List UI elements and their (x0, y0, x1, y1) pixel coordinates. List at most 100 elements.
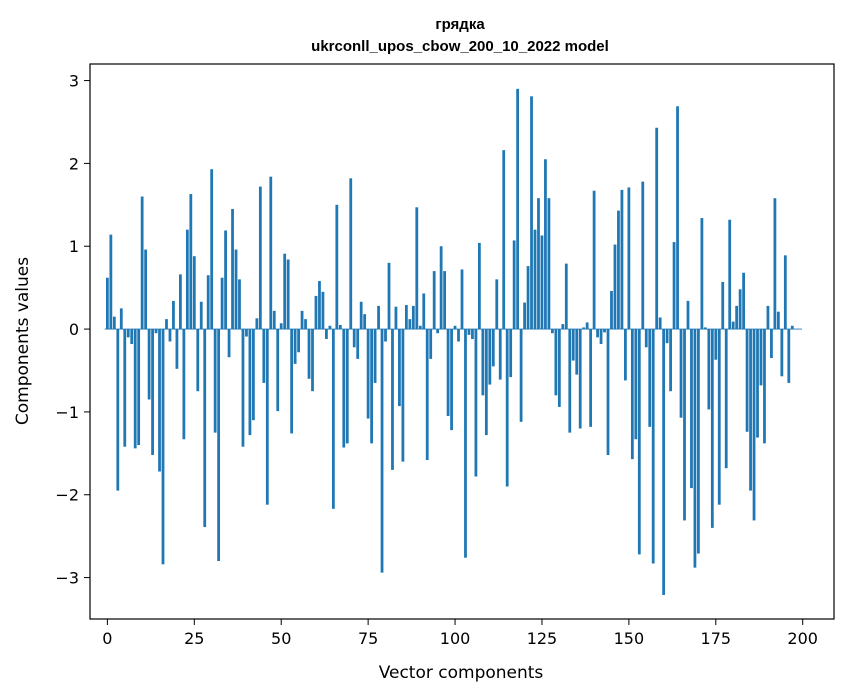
bar (651, 329, 655, 564)
bar (453, 325, 457, 330)
bar (269, 176, 273, 330)
bar (279, 323, 283, 330)
y-tick-label: 3 (69, 72, 79, 91)
bar (773, 198, 777, 330)
bar (690, 329, 693, 489)
bar (262, 329, 266, 383)
bar (411, 305, 415, 330)
bar (658, 317, 662, 330)
bar (258, 186, 262, 330)
bar (425, 329, 429, 460)
bar (672, 242, 676, 330)
bar (293, 329, 297, 364)
x-tick-label: 0 (102, 629, 112, 648)
x-tick-label: 200 (787, 629, 818, 648)
bar (679, 329, 683, 418)
bar (165, 319, 168, 330)
bar (342, 329, 346, 448)
bar (401, 329, 405, 462)
bar (596, 329, 599, 338)
bar (630, 329, 634, 460)
bar (676, 106, 679, 330)
bar (130, 329, 134, 344)
bar (335, 204, 339, 330)
bar (603, 329, 606, 333)
bar (140, 196, 144, 330)
bar (415, 207, 419, 330)
bar (370, 329, 373, 444)
bar (585, 322, 589, 330)
bar (224, 230, 227, 330)
bar (418, 325, 422, 330)
bar (391, 329, 394, 470)
bar (738, 289, 742, 330)
y-tick-label: 1 (69, 237, 79, 256)
bar (728, 219, 732, 330)
bar (557, 329, 561, 407)
bar (408, 319, 412, 330)
y-tick-label: −3 (55, 569, 79, 588)
bar (564, 263, 568, 330)
bar (606, 329, 610, 455)
bar (245, 329, 248, 337)
bar (439, 246, 443, 330)
bar (168, 329, 172, 342)
bar (745, 329, 749, 432)
bar (161, 329, 165, 565)
bar (766, 305, 770, 330)
bar (502, 150, 506, 330)
bar (314, 295, 318, 330)
bar (498, 329, 502, 380)
bar (109, 234, 113, 330)
bar (432, 271, 436, 330)
bar (384, 329, 387, 342)
bar (724, 329, 728, 469)
bar (551, 329, 554, 334)
bar (669, 329, 672, 392)
bar (464, 329, 467, 558)
bar (599, 329, 603, 344)
bar (641, 181, 645, 330)
bar (429, 329, 433, 359)
bar (272, 310, 276, 330)
bar (283, 253, 287, 330)
bar (505, 329, 509, 487)
bar (286, 259, 290, 330)
bar (533, 229, 537, 330)
bar (735, 305, 739, 330)
bar (516, 88, 520, 330)
bar (627, 187, 631, 330)
bar (404, 305, 408, 330)
bar (530, 96, 533, 330)
bar (380, 329, 384, 573)
chart-title: грядка (435, 16, 485, 33)
bar (731, 321, 735, 330)
bar (790, 325, 794, 330)
bar (206, 275, 210, 330)
bar (575, 329, 579, 375)
bar (192, 256, 196, 330)
bar (203, 329, 207, 528)
bar (151, 329, 154, 455)
bar (231, 208, 234, 330)
bars-group (105, 88, 794, 595)
bar (474, 329, 478, 477)
bar (634, 329, 638, 440)
bar (620, 189, 624, 330)
y-axis-label: Components values (13, 257, 33, 425)
bar (710, 329, 714, 528)
y-tick-label: −1 (55, 403, 79, 422)
bar (700, 218, 704, 330)
bar (512, 240, 516, 330)
bar (398, 329, 401, 407)
y-tick-label: −2 (55, 486, 79, 505)
bar (144, 249, 148, 330)
bar (780, 329, 784, 377)
bar (189, 194, 193, 330)
bar (304, 319, 307, 330)
bar (366, 329, 370, 419)
bar (311, 329, 314, 392)
x-tick-label: 125 (527, 629, 558, 648)
bar (105, 277, 109, 330)
bar (227, 329, 231, 358)
